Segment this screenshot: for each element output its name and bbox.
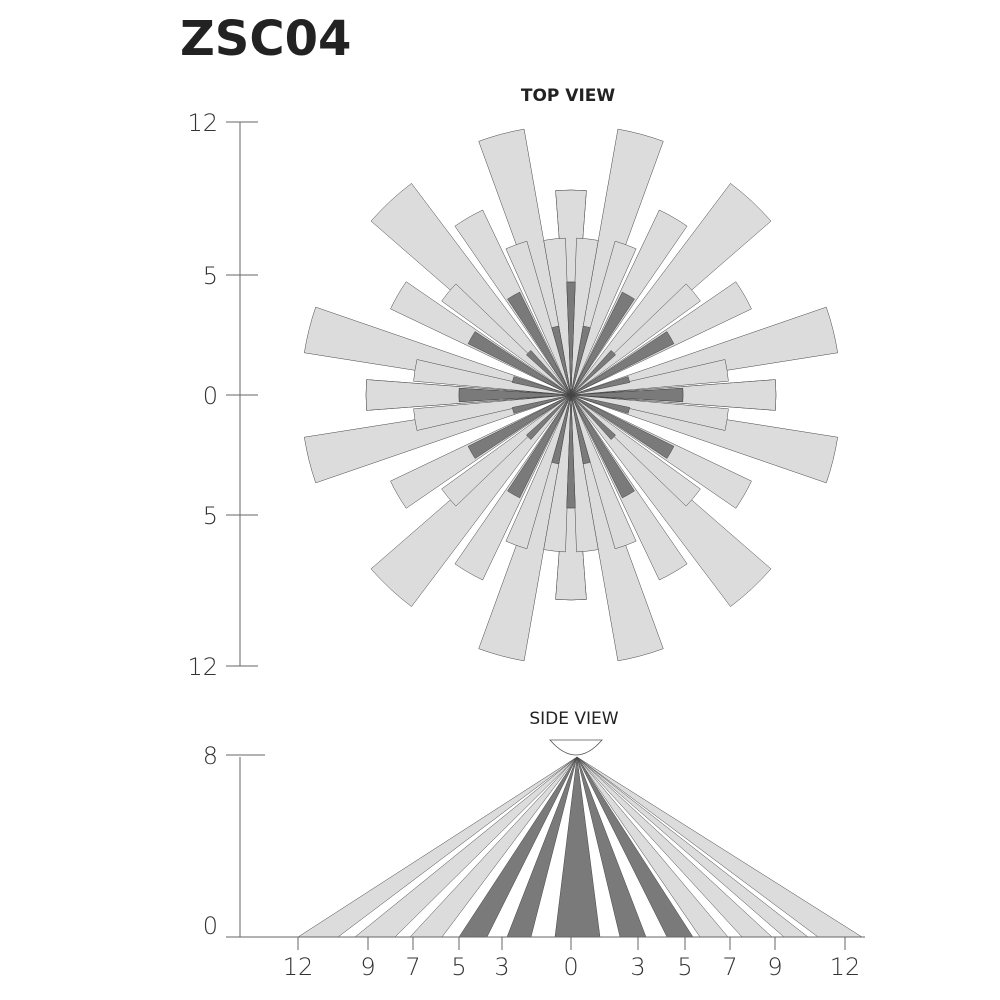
light-zone xyxy=(570,394,701,507)
axis-label: 5 xyxy=(203,502,218,530)
dark-zone xyxy=(467,394,572,459)
axis-label: 0 xyxy=(203,912,218,940)
dark-zone xyxy=(570,394,635,499)
dark-zone xyxy=(570,394,591,465)
top-view-title: TOP VIEW xyxy=(521,86,616,106)
dark-zone xyxy=(507,394,572,499)
axis-label: 5 xyxy=(677,953,692,981)
axis-label: 7 xyxy=(405,953,420,981)
axis-label: 12 xyxy=(187,109,218,137)
light-zone xyxy=(570,394,772,607)
light-zone xyxy=(441,394,572,507)
dark-zone xyxy=(570,387,684,403)
axis-label: 3 xyxy=(630,953,645,981)
axis-label: 0 xyxy=(203,382,218,410)
dark-zone xyxy=(570,331,675,396)
light-zone xyxy=(570,306,838,396)
dark-zone xyxy=(570,291,635,396)
axis-label: 12 xyxy=(830,953,861,981)
top-view xyxy=(304,128,838,662)
side-view-title: SIDE VIEW xyxy=(529,709,618,729)
dark-zone xyxy=(526,394,572,440)
light-zone xyxy=(570,394,838,484)
light-zone xyxy=(570,240,637,396)
axis-label: 7 xyxy=(722,953,737,981)
axis-label: 0 xyxy=(563,953,578,981)
side-view xyxy=(297,756,863,938)
dark-zone xyxy=(570,394,616,440)
axis-label: 5 xyxy=(203,262,218,290)
dark-zone xyxy=(512,376,572,396)
dark-zone xyxy=(526,350,572,396)
axis-label: 5 xyxy=(451,953,466,981)
dark-zone xyxy=(551,325,572,396)
axis-label: 8 xyxy=(203,742,218,770)
dark-zone xyxy=(551,394,572,465)
light-zone xyxy=(441,283,572,396)
dark-zone xyxy=(512,394,572,414)
axis-label: 9 xyxy=(360,953,375,981)
dark-zone xyxy=(566,281,576,396)
light-zone xyxy=(304,394,572,484)
dark-zone xyxy=(570,350,616,396)
light-zone xyxy=(370,183,572,396)
dark-zone xyxy=(570,376,630,396)
dark-zone xyxy=(467,331,572,396)
axis-label: 12 xyxy=(187,653,218,681)
light-zone xyxy=(505,240,572,396)
dark-zone xyxy=(458,387,572,403)
dark-zone xyxy=(507,291,572,396)
light-zone xyxy=(570,183,772,396)
dark-zone xyxy=(566,394,576,509)
axis-label: 12 xyxy=(283,953,314,981)
light-zone xyxy=(505,394,572,550)
dark-zone xyxy=(570,394,630,414)
light-zone xyxy=(304,306,572,396)
dark-zone xyxy=(570,394,675,459)
dark-zone xyxy=(570,325,591,396)
title: ZSC04 xyxy=(180,11,351,67)
axis-label: 3 xyxy=(494,953,509,981)
light-zone xyxy=(370,394,572,607)
light-zone xyxy=(570,283,701,396)
axis-label: 9 xyxy=(767,953,782,981)
sensor xyxy=(549,739,603,756)
light-zone xyxy=(570,394,637,550)
